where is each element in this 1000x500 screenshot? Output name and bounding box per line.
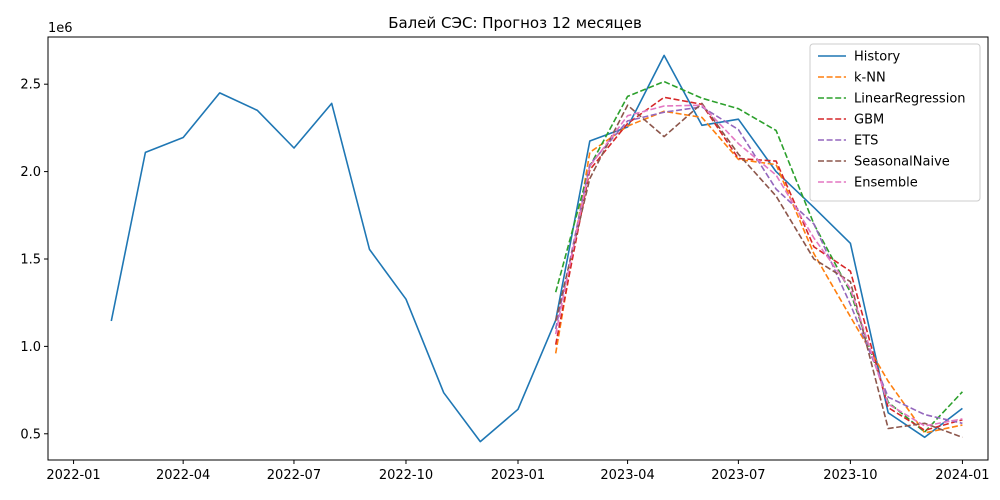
- x-tick-label-0: 2022-01: [46, 468, 100, 483]
- chart-title: Балей СЭС: Прогноз 12 месяцев: [388, 14, 642, 32]
- legend: History k-NN LinearRegression GBM ETS Seasona…: [809, 43, 981, 202]
- x-tick-label-4: 2023-01: [491, 468, 545, 483]
- series-line-6: [554, 104, 963, 427]
- legend-label-0: History: [854, 50, 901, 65]
- y-tick-label-2: 1.5: [20, 252, 41, 267]
- y-tick-label-4: 2.5: [20, 78, 41, 93]
- legend-label-3: GBM: [854, 113, 884, 128]
- legend-label-6: Ensemble: [854, 176, 918, 191]
- x-axis: 2022-01 2022-04 2022-07 2022-10 2023-01 2023-…: [46, 460, 990, 483]
- series-line-0: [110, 54, 963, 443]
- legend-label-2: LinearRegression: [854, 92, 966, 107]
- x-tick-label-5: 2023-04: [600, 468, 654, 483]
- legend-label-1: k-NN: [854, 71, 886, 86]
- y-tick-label-1: 1.0: [20, 340, 41, 355]
- x-tick-label-8: 2024-01: [935, 468, 989, 483]
- y-tick-label-0: 0.5: [20, 427, 41, 442]
- x-tick-label-6: 2023-07: [711, 468, 765, 483]
- y-tick-label-3: 2.0: [20, 165, 41, 180]
- legend-label-5: SeasonalNaive: [854, 155, 950, 170]
- series-line-5: [554, 102, 963, 439]
- plot-series: [110, 54, 963, 443]
- x-tick-label-1: 2022-04: [156, 468, 210, 483]
- x-tick-label-2: 2022-07: [267, 468, 321, 483]
- legend-box: [809, 43, 981, 202]
- y-axis: 0.5 1.0 1.5 2.0 2.5: [20, 78, 48, 442]
- legend-label-4: ETS: [854, 134, 878, 149]
- x-tick-label-7: 2023-10: [823, 468, 877, 483]
- x-tick-label-3: 2022-10: [379, 468, 433, 483]
- y-offset-label: 1e6: [48, 21, 73, 36]
